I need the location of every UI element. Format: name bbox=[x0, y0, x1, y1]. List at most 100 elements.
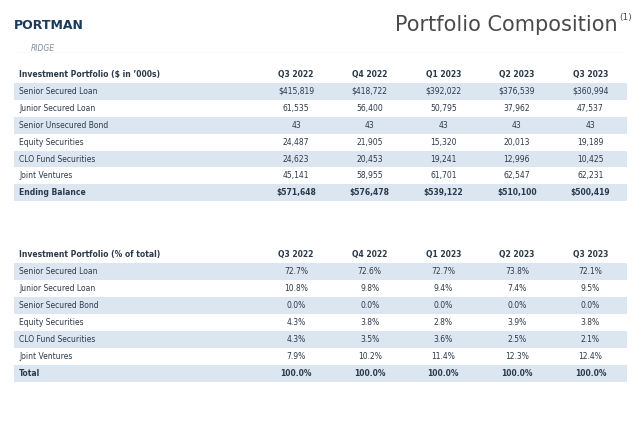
Text: $500,419: $500,419 bbox=[571, 188, 610, 198]
Text: Senior Secured Bond: Senior Secured Bond bbox=[19, 301, 99, 310]
Text: $415,819: $415,819 bbox=[278, 86, 314, 96]
Text: 24,623: 24,623 bbox=[283, 154, 309, 164]
Text: PORTMAN: PORTMAN bbox=[14, 19, 84, 32]
Text: 4.3%: 4.3% bbox=[287, 318, 306, 327]
Text: Q2 2023: Q2 2023 bbox=[499, 70, 534, 79]
Text: Q2 2023: Q2 2023 bbox=[499, 250, 534, 259]
Text: 50,795: 50,795 bbox=[430, 103, 456, 113]
Text: Senior Unsecured Bond: Senior Unsecured Bond bbox=[19, 120, 108, 130]
Text: 0.0%: 0.0% bbox=[434, 301, 453, 310]
Text: Q3 2023: Q3 2023 bbox=[573, 250, 608, 259]
Text: 0.0%: 0.0% bbox=[508, 301, 527, 310]
Text: Investment Portfolio (% of total): Investment Portfolio (% of total) bbox=[19, 250, 161, 259]
Text: Q1 2023: Q1 2023 bbox=[426, 250, 461, 259]
Text: Q3 2022: Q3 2022 bbox=[278, 250, 314, 259]
Text: 45,141: 45,141 bbox=[283, 171, 309, 181]
Text: 72.7%: 72.7% bbox=[284, 267, 308, 276]
Text: 10.2%: 10.2% bbox=[358, 351, 381, 361]
Text: Q4 2022: Q4 2022 bbox=[352, 70, 387, 79]
Text: 62,547: 62,547 bbox=[504, 171, 530, 181]
Text: 72.6%: 72.6% bbox=[358, 267, 381, 276]
Text: 100.0%: 100.0% bbox=[354, 368, 385, 378]
Text: Q1 2023: Q1 2023 bbox=[426, 70, 461, 79]
Text: 11.4%: 11.4% bbox=[431, 351, 455, 361]
Text: 15,320: 15,320 bbox=[430, 137, 456, 147]
Text: 0.0%: 0.0% bbox=[580, 301, 600, 310]
Text: 19,189: 19,189 bbox=[577, 137, 604, 147]
Text: (1): (1) bbox=[620, 13, 632, 22]
Text: 100.0%: 100.0% bbox=[428, 368, 459, 378]
Text: 73.8%: 73.8% bbox=[505, 267, 529, 276]
Text: 43: 43 bbox=[438, 120, 448, 130]
Text: 43: 43 bbox=[365, 120, 374, 130]
Text: $392,022: $392,022 bbox=[425, 86, 461, 96]
Text: Equity Securities: Equity Securities bbox=[19, 318, 84, 327]
Text: 24,487: 24,487 bbox=[283, 137, 309, 147]
Text: CLO Fund Securities: CLO Fund Securities bbox=[19, 335, 95, 344]
Text: Joint Ventures: Joint Ventures bbox=[19, 171, 72, 181]
Text: Junior Secured Loan: Junior Secured Loan bbox=[19, 284, 95, 293]
Text: $539,122: $539,122 bbox=[424, 188, 463, 198]
Text: 3.5%: 3.5% bbox=[360, 335, 380, 344]
Text: 62,231: 62,231 bbox=[577, 171, 604, 181]
Text: Senior Secured Loan: Senior Secured Loan bbox=[19, 86, 98, 96]
Text: $510,100: $510,100 bbox=[497, 188, 537, 198]
Text: Q3 2022: Q3 2022 bbox=[278, 70, 314, 79]
Text: Q3 2023: Q3 2023 bbox=[573, 70, 608, 79]
Text: 10,425: 10,425 bbox=[577, 154, 604, 164]
Text: Q4 2022: Q4 2022 bbox=[352, 250, 387, 259]
Text: $360,994: $360,994 bbox=[572, 86, 609, 96]
Text: Joint Ventures: Joint Ventures bbox=[19, 351, 72, 361]
Text: $418,722: $418,722 bbox=[352, 86, 388, 96]
Text: 72.7%: 72.7% bbox=[431, 267, 455, 276]
Text: 12.4%: 12.4% bbox=[579, 351, 602, 361]
Text: 3.9%: 3.9% bbox=[508, 318, 527, 327]
Text: RIDGE: RIDGE bbox=[31, 44, 55, 53]
Text: Ending Balance: Ending Balance bbox=[19, 188, 86, 198]
Text: Investment Portfolio ($ in ’000s): Investment Portfolio ($ in ’000s) bbox=[19, 70, 160, 79]
Text: Portfolio Composition: Portfolio Composition bbox=[395, 15, 618, 35]
Text: 21,905: 21,905 bbox=[356, 137, 383, 147]
Text: 100.0%: 100.0% bbox=[501, 368, 532, 378]
Text: 10.8%: 10.8% bbox=[284, 284, 308, 293]
Text: 12.3%: 12.3% bbox=[505, 351, 529, 361]
Text: 9.8%: 9.8% bbox=[360, 284, 380, 293]
Text: 2.1%: 2.1% bbox=[581, 335, 600, 344]
Text: 37,962: 37,962 bbox=[504, 103, 530, 113]
Text: 2.8%: 2.8% bbox=[434, 318, 452, 327]
Text: 58,955: 58,955 bbox=[356, 171, 383, 181]
Text: CLO Fund Securities: CLO Fund Securities bbox=[19, 154, 95, 164]
Text: 0.0%: 0.0% bbox=[287, 301, 306, 310]
Text: 19,241: 19,241 bbox=[430, 154, 456, 164]
Text: 4.3%: 4.3% bbox=[287, 335, 306, 344]
Text: $376,539: $376,539 bbox=[499, 86, 535, 96]
Text: 7.9%: 7.9% bbox=[287, 351, 306, 361]
Text: 61,701: 61,701 bbox=[430, 171, 456, 181]
Text: 100.0%: 100.0% bbox=[280, 368, 312, 378]
Text: 20,453: 20,453 bbox=[356, 154, 383, 164]
Text: 61,535: 61,535 bbox=[283, 103, 309, 113]
Text: 43: 43 bbox=[512, 120, 522, 130]
Text: 100.0%: 100.0% bbox=[575, 368, 606, 378]
Text: 20,013: 20,013 bbox=[504, 137, 530, 147]
Text: Senior Secured Loan: Senior Secured Loan bbox=[19, 267, 98, 276]
Text: $571,648: $571,648 bbox=[276, 188, 316, 198]
Text: 3.8%: 3.8% bbox=[581, 318, 600, 327]
Text: 47,537: 47,537 bbox=[577, 103, 604, 113]
Text: 56,400: 56,400 bbox=[356, 103, 383, 113]
Text: 3.6%: 3.6% bbox=[434, 335, 453, 344]
Text: 0.0%: 0.0% bbox=[360, 301, 380, 310]
Text: Total: Total bbox=[19, 368, 40, 378]
Text: 72.1%: 72.1% bbox=[579, 267, 602, 276]
Text: 12,996: 12,996 bbox=[504, 154, 530, 164]
Text: 2.5%: 2.5% bbox=[508, 335, 527, 344]
Text: 3.8%: 3.8% bbox=[360, 318, 380, 327]
Text: Junior Secured Loan: Junior Secured Loan bbox=[19, 103, 95, 113]
Text: Equity Securities: Equity Securities bbox=[19, 137, 84, 147]
Text: $576,478: $576,478 bbox=[349, 188, 390, 198]
Text: 43: 43 bbox=[291, 120, 301, 130]
Text: 9.5%: 9.5% bbox=[580, 284, 600, 293]
Text: 43: 43 bbox=[586, 120, 595, 130]
Text: 7.4%: 7.4% bbox=[508, 284, 527, 293]
Text: 9.4%: 9.4% bbox=[434, 284, 453, 293]
